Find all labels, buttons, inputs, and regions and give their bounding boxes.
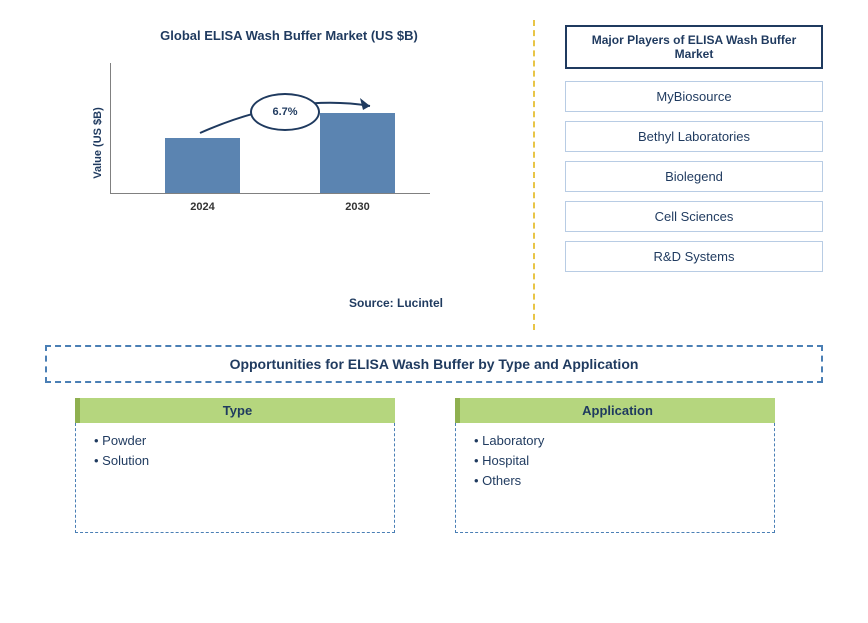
type-category: Type • Powder • Solution xyxy=(75,398,395,533)
growth-rate-badge: 6.7% xyxy=(250,93,320,131)
application-category: Application • Laboratory • Hospital • Ot… xyxy=(455,398,775,533)
application-item-label: Others xyxy=(482,473,521,488)
application-items-box: • Laboratory • Hospital • Others xyxy=(455,423,775,533)
growth-rate-value: 6.7% xyxy=(272,106,297,118)
list-item: • Others xyxy=(474,473,756,488)
player-item: R&D Systems xyxy=(565,241,823,272)
categories-row: Type • Powder • Solution Application • L… xyxy=(45,398,823,533)
application-header: Application xyxy=(455,398,775,423)
application-item-label: Hospital xyxy=(482,453,529,468)
type-header: Type xyxy=(75,398,395,423)
type-item-label: Powder xyxy=(102,433,146,448)
player-item: Cell Sciences xyxy=(565,201,823,232)
x-tick-2030: 2030 xyxy=(320,201,395,213)
application-item-label: Laboratory xyxy=(482,433,544,448)
type-items-box: • Powder • Solution xyxy=(75,423,395,533)
type-item-label: Solution xyxy=(102,453,149,468)
list-item: • Laboratory xyxy=(474,433,756,448)
y-axis xyxy=(110,63,111,193)
y-axis-label: Value (US $B) xyxy=(92,107,104,179)
top-row: Global ELISA Wash Buffer Market (US $B) … xyxy=(45,20,823,330)
player-item: Bethyl Laboratories xyxy=(565,121,823,152)
player-item: Biolegend xyxy=(565,161,823,192)
player-item: MyBiosource xyxy=(565,81,823,112)
players-header: Major Players of ELISA Wash Buffer Marke… xyxy=(565,25,823,69)
chart-title: Global ELISA Wash Buffer Market (US $B) xyxy=(45,28,533,43)
players-section: Major Players of ELISA Wash Buffer Marke… xyxy=(535,20,823,330)
bar-2024 xyxy=(165,138,240,193)
opportunities-title: Opportunities for ELISA Wash Buffer by T… xyxy=(45,345,823,383)
x-axis xyxy=(110,193,430,194)
bar-chart: Value (US $B) 2024 2030 6.7% xyxy=(110,63,490,223)
chart-section: Global ELISA Wash Buffer Market (US $B) … xyxy=(45,20,535,330)
list-item: • Solution xyxy=(94,453,376,468)
x-tick-2024: 2024 xyxy=(165,201,240,213)
list-item: • Hospital xyxy=(474,453,756,468)
source-label: Source: Lucintel xyxy=(349,296,443,310)
list-item: • Powder xyxy=(94,433,376,448)
